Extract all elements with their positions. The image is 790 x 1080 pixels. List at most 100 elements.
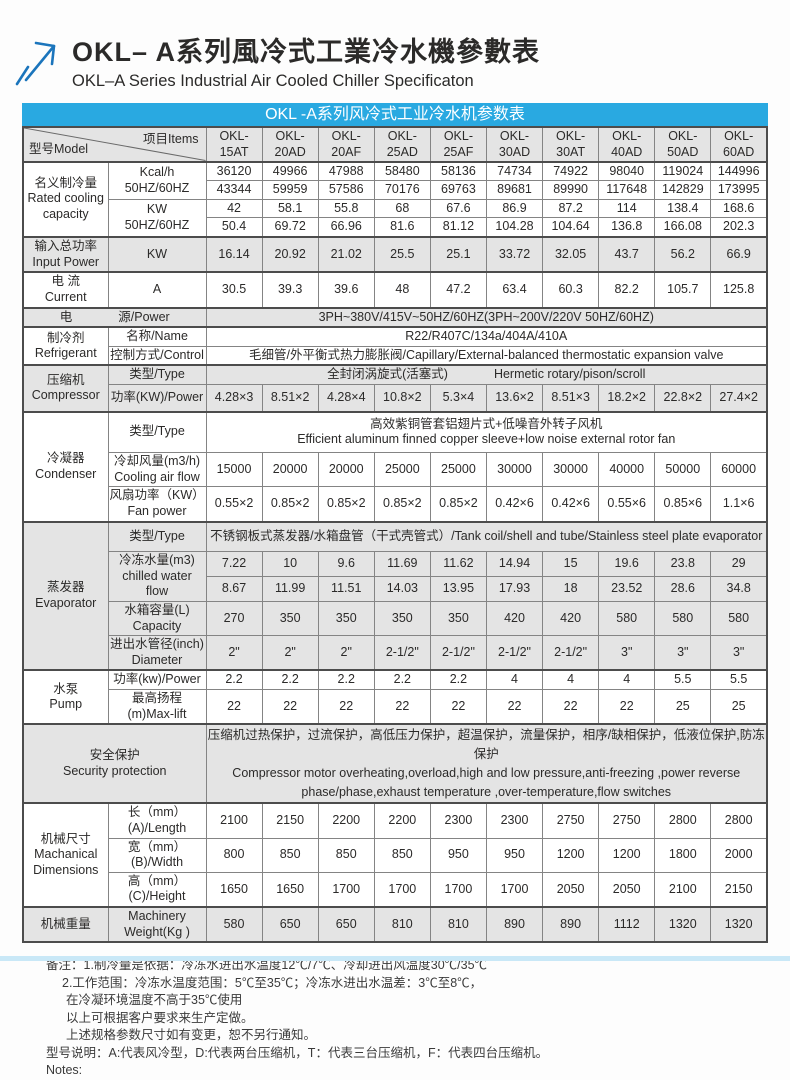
- security-value-en: Compressor motor overheating,overload,hi…: [232, 765, 741, 799]
- evaporator-capacity-label-cn: 水箱容量(L): [124, 602, 190, 617]
- evaporator-flow-60hz-cell: 28.6: [654, 575, 712, 602]
- evaporator-flow-50hz-cell: 10: [261, 551, 319, 577]
- dimensions-height-cell: 1700: [485, 871, 544, 908]
- evaporator-label-cn: 蒸发器: [46, 580, 85, 595]
- power-source-label: 电 源/Power: [22, 306, 207, 328]
- compressor-power-cell: 8.51×2: [261, 384, 319, 412]
- kw-hz: 50HZ/60HZ: [124, 217, 190, 232]
- rated-kw-50hz-cell: 68: [373, 198, 431, 219]
- security-value: 压缩机过热保护，过流保护，高低压力保护，超温保护，流量保护，相序/缺相保护，低液…: [205, 723, 768, 804]
- rated-kw-50hz-cell: 138.4: [654, 198, 712, 219]
- condenser-fan-cell: 1.1×6: [710, 486, 768, 522]
- rated-capacity-label-cn: 名义制冷量: [34, 175, 97, 190]
- condenser-type-cn: 高效紫铜管套铝翅片式+低噪音外转子风机: [370, 416, 603, 431]
- corner-cell: 型号Model 项目Items: [22, 126, 207, 162]
- dimensions-height-row: 高（mm）(C)/Height 1650 1650 1700 1700 1700 1700…: [23, 871, 768, 908]
- weight-label-en: Machinery Weight(Kg ): [107, 905, 207, 943]
- weight-cell: 810: [429, 905, 487, 943]
- current-cell: 105.7: [654, 271, 712, 309]
- pump-power-cell: 4: [485, 669, 544, 691]
- security-value-cn: 压缩机过热保护，过流保护，高低压力保护，超温保护，流量保护，相序/缺相保护，低液…: [207, 728, 765, 761]
- input-power-cell: 56.2: [654, 235, 712, 273]
- dimensions-length-cell: 2300: [429, 802, 487, 839]
- model-header-row: 型号Model 项目Items OKL-15AT OKL-20AD OKL-20AF…: [22, 126, 768, 162]
- evaporator-type-value: 不锈钢板式蒸发器/水箱盘管（干式壳管式）/Tank coil/shell and…: [205, 520, 768, 552]
- dimensions-length-cell: 2200: [373, 802, 431, 839]
- current-cell: 39.3: [261, 271, 319, 309]
- note-line: Notes:: [46, 1063, 83, 1078]
- dimensions-label: 机械尺寸 Machanical Dimensions: [22, 802, 109, 908]
- condenser-type-en: Efficient aluminum finned copper sleeve+…: [297, 432, 676, 447]
- rated-kcal-60hz-cell: 43344: [205, 180, 263, 200]
- input-power-cell: 21.02: [317, 235, 375, 273]
- input-power-row: 输入总功率 Input Power KW 16.14 20.92 21.02 25.5…: [22, 235, 768, 273]
- model-header-cell: OKL-40AD: [598, 126, 656, 162]
- input-power-cell: 25.5: [373, 235, 431, 273]
- refrigerant-control-row: 控制方式/Control 毛细管/外平衡式热力膨胀阀/Capillary/Ext…: [23, 345, 768, 366]
- bottom-strip: [0, 956, 790, 961]
- refrigerant-name-label: 名称/Name: [107, 326, 207, 347]
- pump-lift-cell: 22: [429, 689, 487, 725]
- rated-kcal-60hz-cell: 142829: [654, 180, 712, 200]
- current-label: 电 流 Current: [22, 271, 109, 309]
- pump-lift-cell: 22: [542, 689, 600, 725]
- dimensions-width-row: 宽（mm）(B)/Width 800 850 850 850 950 950 1200 120…: [23, 837, 768, 873]
- condenser-fan-cell: 0.42×6: [485, 486, 544, 522]
- condenser-airflow-cell: 30000: [542, 451, 600, 488]
- evaporator-flow-50hz-cell: 11.69: [373, 551, 431, 577]
- evaporator-pipe-label-cn: 进出水管径(inch): [110, 637, 204, 652]
- pump-power-cell: 5.5: [710, 669, 768, 691]
- evaporator-flow-60hz-cell: 34.8: [710, 575, 768, 602]
- condenser-airflow-cell: 60000: [710, 451, 768, 488]
- dimensions-height-cell: 1700: [317, 871, 375, 908]
- compressor-power-cell: 13.6×2: [485, 384, 544, 412]
- security-label-en: Security protection: [62, 763, 167, 778]
- rated-kcal-unit-label: Kcal/h 50HZ/60HZ: [107, 160, 207, 200]
- evaporator-pipe-cell: 2-1/2": [485, 635, 544, 671]
- evaporator-flow-50hz-cell: 7.22: [205, 551, 263, 577]
- rated-kw-50hz-cell: 168.6: [710, 198, 768, 219]
- spec-table: 型号Model 项目Items OKL-15AT OKL-20AD OKL-20AF…: [22, 126, 768, 944]
- evaporator-flow-50hz-cell: 23.8: [654, 551, 712, 577]
- rated-capacity-label-en: Rated cooling capacity: [27, 191, 104, 222]
- input-power-cell: 66.9: [710, 235, 768, 273]
- evaporator-flow-60hz-cell: 13.95: [429, 575, 487, 602]
- current-cell: 47.2: [429, 271, 487, 309]
- condenser-fan-cell: 0.85×2: [317, 486, 375, 522]
- evaporator-flow-50hz-cell: 15: [542, 551, 600, 577]
- evaporator-flow-50hz-cell: 11.62: [429, 551, 487, 577]
- note-line: 型号说明：A:代表风冷型，D:代表两台压缩机，T：代表三台压缩机，F：代表四台压…: [46, 1045, 549, 1060]
- condenser-fan-label-en: Fan power: [127, 503, 187, 518]
- condenser-fan-cell: 0.85×2: [429, 486, 487, 522]
- security-row: 安全保护 Security protection 压缩机过热保护，过流保护，高低…: [22, 723, 768, 804]
- condenser-fan-cell: 0.85×2: [373, 486, 431, 522]
- condenser-type-value: 高效紫铜管套铝翅片式+低噪音外转子风机 Efficient aluminum f…: [205, 410, 768, 453]
- rated-kw-50hz-cell: 114: [598, 198, 656, 219]
- dimensions-length-cell: 2150: [261, 802, 319, 839]
- page-subtitle: OKL–A Series Industrial Air Cooled Chill…: [72, 72, 474, 90]
- pump-lift-cell: 22: [317, 689, 375, 725]
- evaporator-flow-60hz-cell: 8.67: [205, 575, 263, 602]
- pump-power-cell: 2.2: [261, 669, 319, 691]
- model-header-cell: OKL-60AD: [710, 126, 768, 162]
- pump-lift-cell: 22: [485, 689, 544, 725]
- dimensions-width-cell: 800: [205, 837, 263, 873]
- weight-label-cn: 机械重量: [22, 905, 109, 943]
- dimensions-length-cell: 2750: [542, 802, 600, 839]
- pump-power-cell: 2.2: [205, 669, 263, 691]
- note-line: 以上可根据客户要求来生产定做。: [66, 1010, 254, 1025]
- rated-kcal-60hz-row: 43344 59959 57586 70176 69763 89681 89990 11764…: [23, 180, 768, 200]
- pump-power-cell: 4: [598, 669, 656, 691]
- dimensions-length-cell: 2100: [205, 802, 263, 839]
- rated-kcal-50hz-cell: 58480: [373, 160, 431, 182]
- rated-kcal-60hz-cell: 117648: [598, 180, 656, 200]
- rated-kcal-50hz-row: 名义制冷量 Rated cooling capacity Kcal/h 50HZ…: [22, 160, 768, 238]
- rated-kcal-50hz-cell: 47988: [317, 160, 375, 182]
- evaporator-capacity-cell: 580: [710, 600, 768, 637]
- refrigerant-label-cn: 制冷剂: [46, 330, 85, 345]
- rated-kw-60hz-cell: 69.72: [261, 217, 319, 238]
- evaporator-flow-50hz-cell: 19.6: [598, 551, 656, 577]
- dimensions-width-cell: 950: [429, 837, 487, 873]
- pump-label-cn: 水泵: [53, 681, 79, 696]
- rated-kcal-50hz-cell: 144996: [710, 160, 768, 182]
